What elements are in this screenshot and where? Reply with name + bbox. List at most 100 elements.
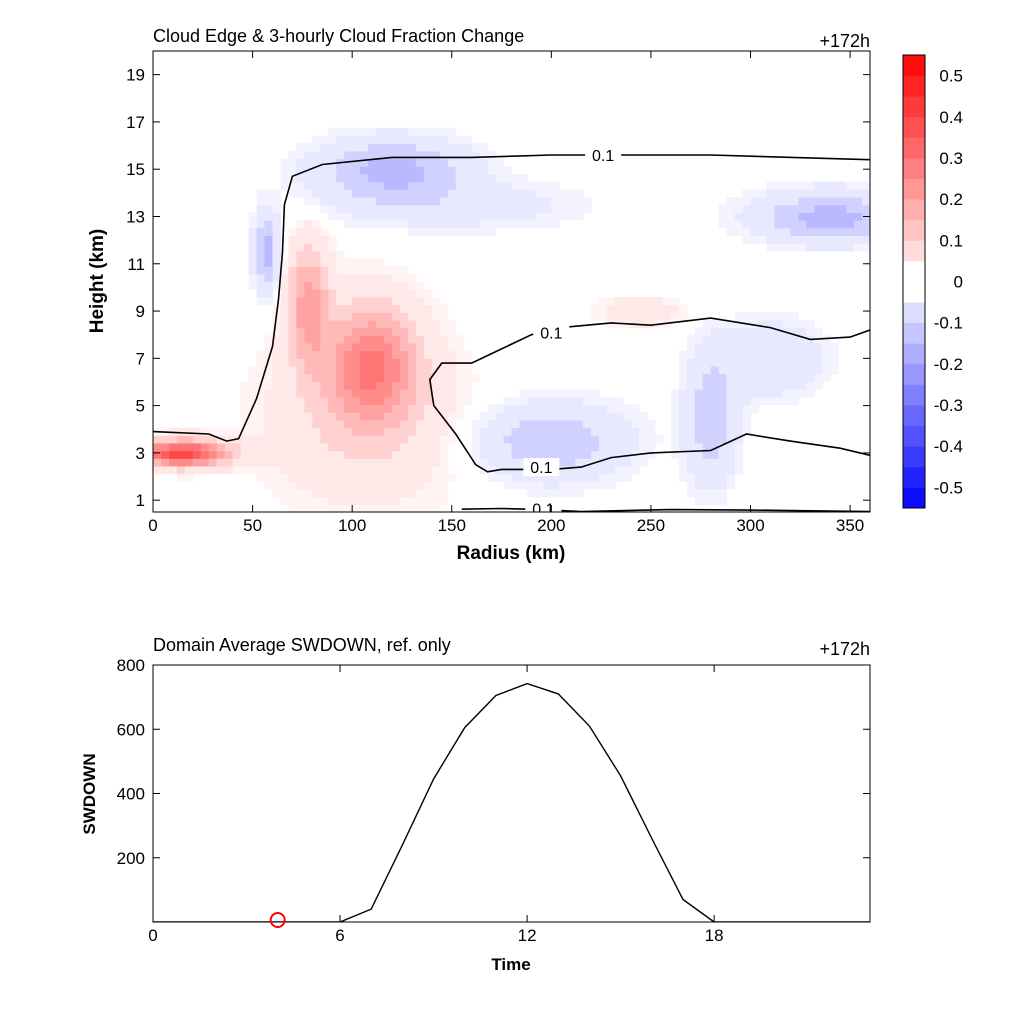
heatmap-cell — [774, 189, 783, 198]
heatmap-cell — [447, 381, 457, 390]
heatmap-cell — [328, 412, 337, 421]
heatmap-cell — [304, 266, 313, 275]
heatmap-cell — [535, 435, 544, 444]
heatmap-cell — [734, 435, 744, 444]
heatmap-cell — [686, 473, 696, 482]
heatmap-cell — [551, 412, 560, 421]
heatmap-cell — [463, 181, 473, 190]
top-x-label: Radius (km) — [457, 543, 566, 564]
heatmap-cell — [638, 450, 648, 459]
heatmap-cell — [296, 404, 305, 413]
heatmap-cell — [248, 450, 258, 459]
heatmap-cell — [344, 158, 353, 167]
heatmap-cell — [726, 465, 736, 475]
colorbar-swatch — [903, 260, 925, 303]
heatmap-cell — [352, 166, 361, 175]
heatmap-cell — [734, 381, 744, 390]
heatmap-cell — [463, 381, 473, 390]
heatmap-cell — [360, 381, 369, 390]
heatmap-cell — [535, 181, 544, 190]
heatmap-cell — [272, 273, 282, 283]
heatmap-cell — [336, 258, 345, 267]
heatmap-cell — [814, 350, 823, 359]
heatmap-cell — [288, 435, 297, 444]
heatmap-cell — [583, 427, 592, 436]
heatmap-cell — [479, 458, 489, 467]
heatmap-cell — [575, 189, 584, 198]
heatmap-cell — [407, 412, 417, 421]
heatmap-cell — [535, 196, 544, 206]
heatmap-cell — [344, 396, 353, 406]
heatmap-cell — [551, 473, 560, 482]
heatmap-cell — [742, 404, 752, 413]
heatmap-cell — [599, 419, 608, 429]
heatmap-cell — [288, 250, 297, 260]
heatmap-cell — [814, 358, 823, 367]
heatmap-cell — [280, 396, 290, 406]
heatmap-cell — [710, 389, 720, 398]
heatmap-cell — [670, 304, 680, 313]
heatmap-cell — [344, 143, 353, 152]
heatmap-cell — [615, 404, 624, 413]
heatmap-cell — [439, 312, 449, 321]
heatmap-cell — [392, 481, 401, 490]
heatmap-cell — [376, 143, 385, 152]
heatmap-cell — [455, 350, 465, 359]
heatmap-cell — [288, 396, 297, 406]
heatmap-cell — [798, 181, 807, 190]
heatmap-cell — [407, 166, 417, 175]
heatmap-cell — [583, 389, 592, 398]
heatmap-cell — [431, 181, 441, 190]
heatmap-cell — [368, 319, 377, 329]
colorbar-swatch — [903, 425, 925, 447]
heatmap-cell — [280, 404, 290, 413]
heatmap-cell — [431, 419, 441, 429]
heatmap-cell — [384, 366, 393, 375]
heatmap-cell — [463, 350, 473, 359]
heatmap-cell — [407, 342, 417, 352]
heatmap-cell — [304, 243, 313, 252]
heatmap-cell — [463, 173, 473, 183]
heatmap-cell — [798, 366, 807, 375]
heatmap-cell — [686, 481, 696, 490]
heatmap-cell — [415, 319, 425, 329]
heatmap-cell — [575, 442, 584, 452]
heatmap-cell — [575, 435, 584, 444]
heatmap-cell — [264, 358, 274, 367]
heatmap-cell — [384, 381, 393, 390]
heatmap-cell — [320, 196, 329, 206]
heatmap-cell — [854, 189, 863, 198]
heatmap-cell — [439, 304, 449, 313]
heatmap-cell — [296, 250, 305, 260]
heatmap-cell — [431, 396, 441, 406]
bottom-title: Domain Average SWDOWN, ref. only — [153, 635, 451, 655]
heatmap-cell — [312, 404, 321, 413]
heatmap-cell — [368, 465, 377, 475]
heatmap-cell — [471, 181, 481, 190]
heatmap-cell — [336, 296, 345, 306]
heatmap-cell — [535, 189, 544, 198]
heatmap-cell — [423, 389, 433, 398]
heatmap-cell — [320, 143, 329, 152]
heatmap-cell — [384, 319, 393, 329]
heatmap-cell — [176, 473, 186, 482]
heatmap-cell — [336, 189, 345, 198]
heatmap-cell — [384, 373, 393, 382]
heatmap-cell — [368, 435, 377, 444]
heatmap-cell — [702, 373, 712, 382]
heatmap-cell — [153, 458, 162, 467]
heatmap-cell — [399, 304, 409, 313]
heatmap-cell — [320, 150, 329, 160]
heatmap-cell — [232, 427, 242, 436]
cloud-fraction-field — [153, 127, 870, 512]
heatmap-cell — [742, 381, 752, 390]
heatmap-cell — [798, 227, 807, 236]
heatmap-cell — [607, 419, 616, 429]
heatmap-cell — [838, 227, 847, 236]
heatmap-cell — [423, 327, 433, 336]
heatmap-cell — [352, 143, 361, 152]
colorbar-label: 0.5 — [939, 67, 963, 86]
heatmap-cell — [678, 312, 688, 321]
heatmap-cell — [607, 319, 616, 329]
heatmap-cell — [862, 196, 870, 206]
